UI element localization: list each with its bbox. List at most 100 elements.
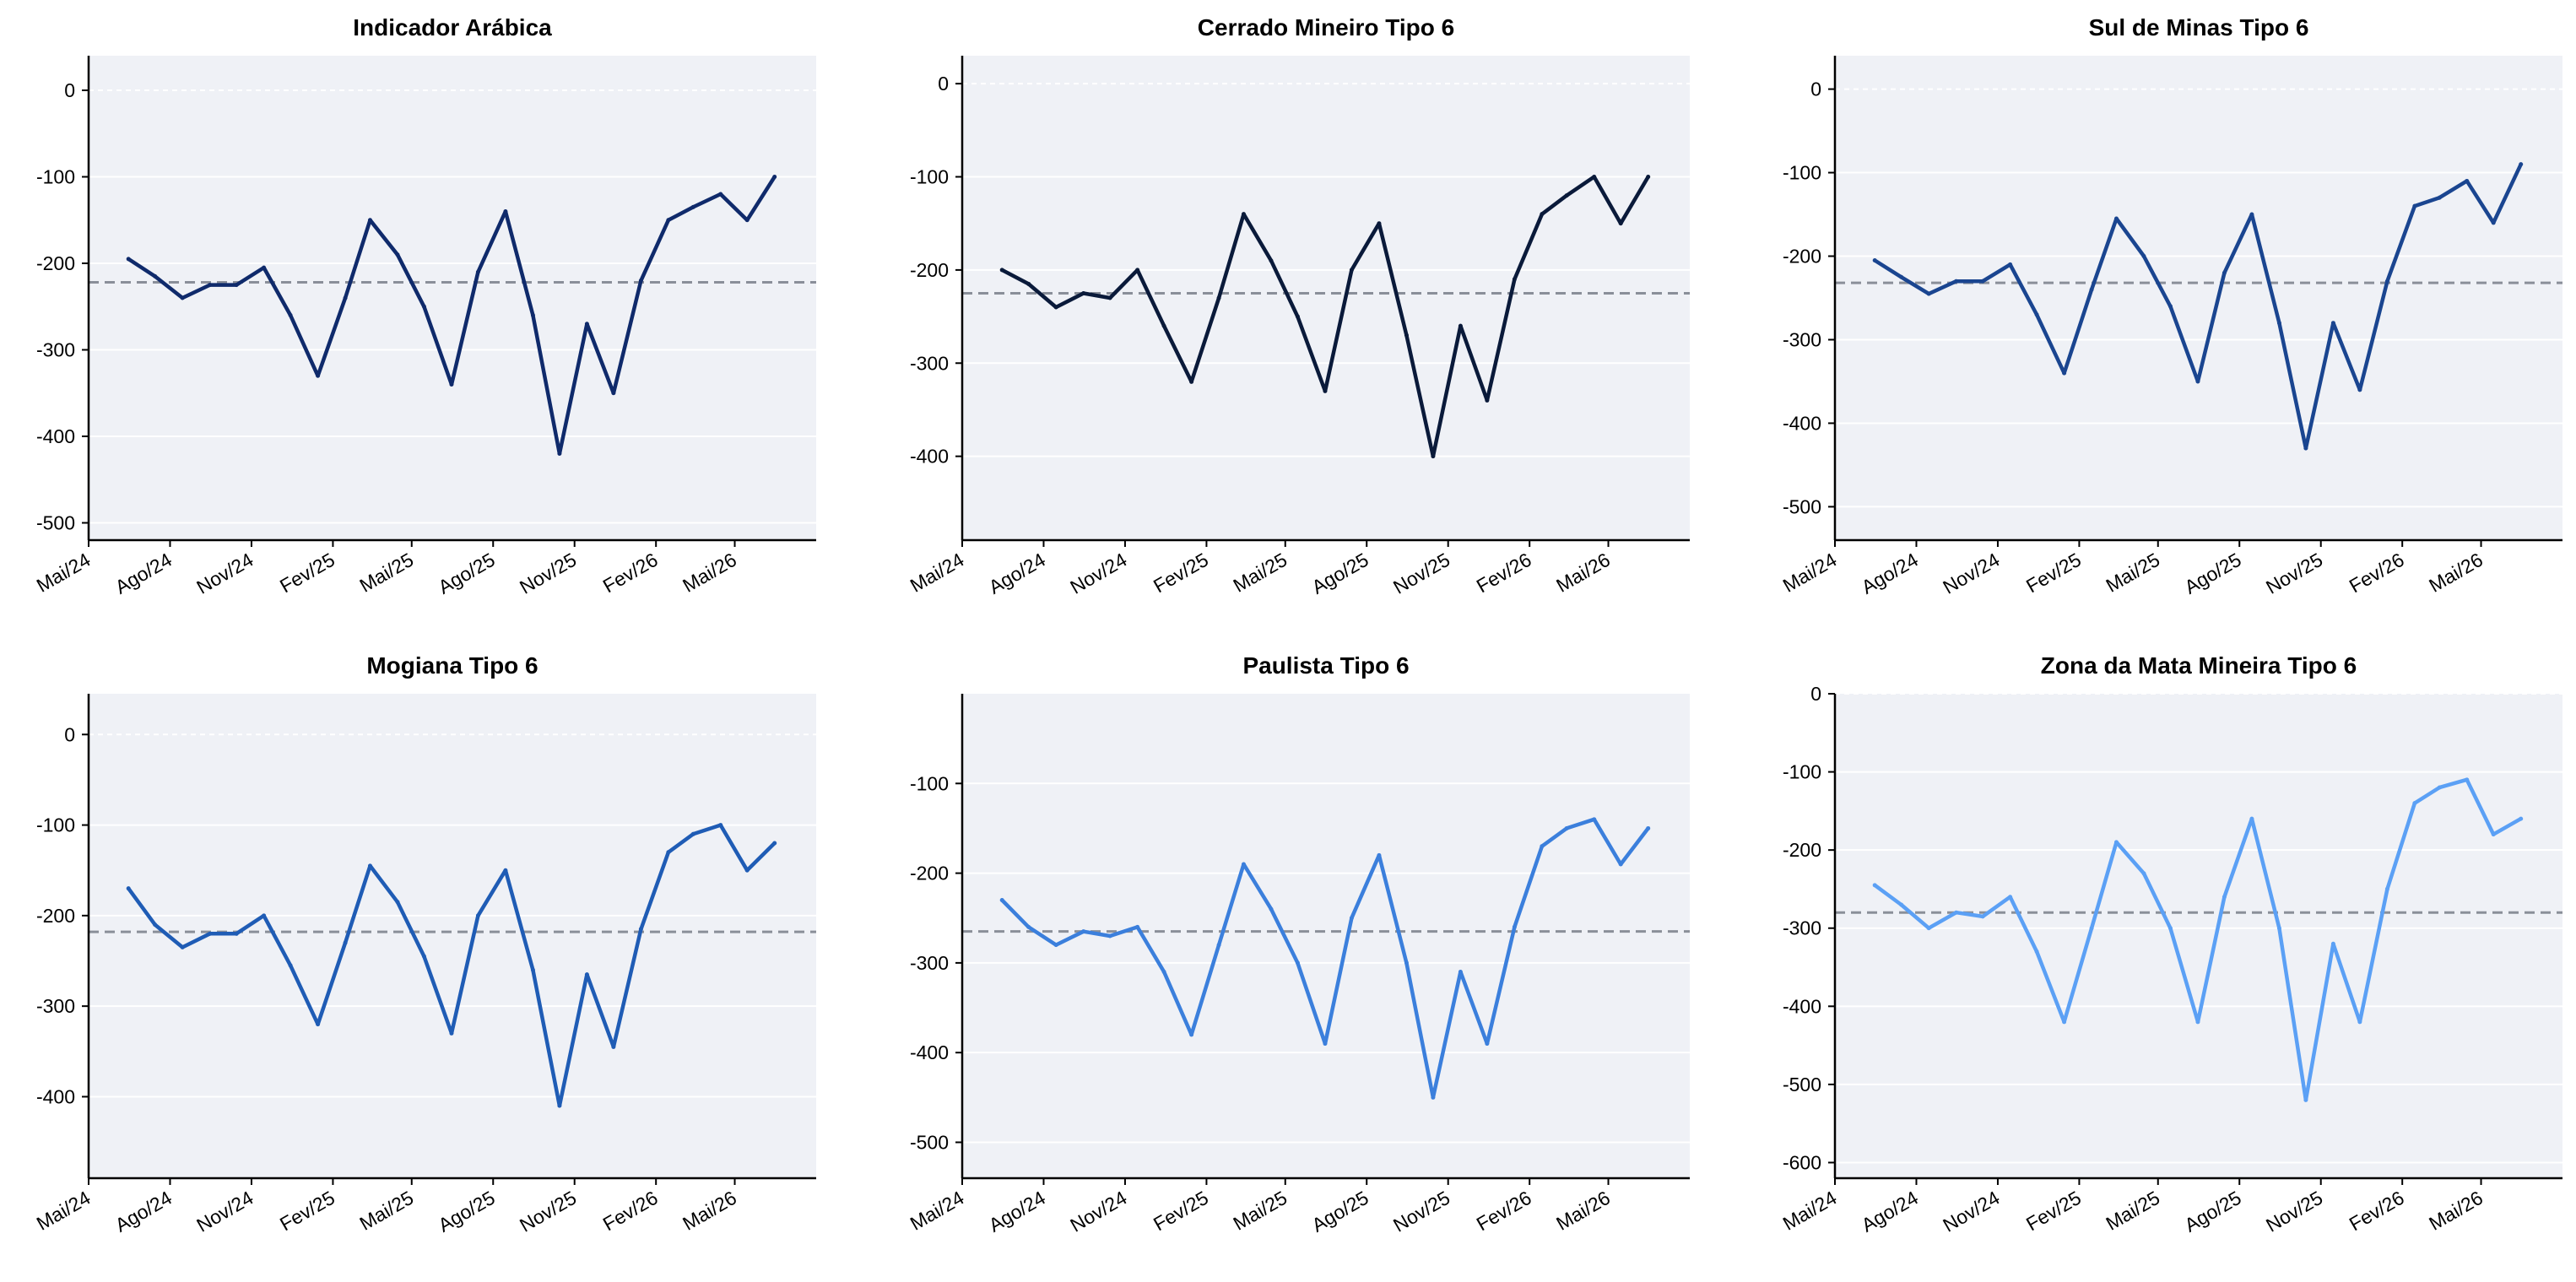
data-point	[2384, 279, 2389, 284]
data-point	[1241, 212, 1246, 217]
chart-title: Cerrado Mineiro Tipo 6	[1198, 14, 1454, 41]
data-point	[1540, 212, 1545, 217]
data-point	[1618, 221, 1623, 226]
data-point	[2519, 162, 2524, 167]
plot-area	[89, 56, 816, 540]
x-tick-label: Ago/24	[985, 549, 1049, 598]
data-point	[1241, 862, 1246, 867]
data-point	[2330, 321, 2335, 326]
data-point	[180, 295, 185, 300]
data-point	[316, 1022, 321, 1027]
plot-area	[1835, 56, 2562, 540]
data-point	[2034, 312, 2039, 317]
y-tick-label: 0	[1810, 78, 1821, 100]
data-point	[2519, 816, 2524, 821]
data-point	[1431, 1095, 1436, 1100]
data-point	[1431, 454, 1436, 459]
data-point	[2437, 785, 2442, 790]
y-tick-label: -300	[36, 339, 75, 361]
x-tick-label: Ago/25	[1308, 1187, 1372, 1236]
x-tick-label: Fev/25	[276, 549, 338, 598]
x-tick-label: Nov/25	[2262, 549, 2326, 598]
x-tick-label: Fev/25	[276, 1187, 338, 1236]
data-point	[2412, 801, 2417, 806]
x-tick-label: Mai/26	[679, 1187, 740, 1235]
data-point	[2062, 371, 2067, 376]
data-point	[2465, 178, 2470, 183]
data-point	[1269, 906, 1274, 911]
chart-panel: -100 -200 -300 -400 -500 Mai/24 Ago/24 Nov/24 Fe…	[906, 652, 1690, 1236]
data-point	[1980, 279, 1985, 284]
data-point	[611, 1044, 616, 1049]
data-point	[1512, 277, 1517, 282]
data-point	[1189, 1032, 1194, 1037]
y-tick-label: 0	[64, 723, 75, 745]
x-tick-label: Ago/24	[111, 549, 176, 598]
data-point	[262, 913, 267, 918]
data-point	[1954, 910, 1959, 915]
data-point	[1323, 1041, 1328, 1047]
y-tick-label: -400	[36, 425, 75, 447]
data-point	[503, 868, 508, 873]
x-tick-label: Nov/25	[2262, 1187, 2326, 1236]
x-tick-label: Nov/24	[1939, 1187, 2003, 1236]
data-point	[234, 283, 239, 288]
x-tick-label: Fev/26	[599, 549, 662, 598]
data-point	[1458, 323, 1463, 328]
data-point	[126, 886, 131, 891]
x-tick-label: Mai/26	[2425, 549, 2487, 597]
data-point	[744, 218, 750, 223]
y-tick-label: -500	[910, 1131, 949, 1153]
data-point	[1512, 924, 1517, 929]
data-point	[262, 265, 267, 270]
x-tick-label: Nov/25	[1389, 549, 1453, 598]
x-tick-label: Mai/24	[33, 549, 95, 597]
data-point	[1926, 926, 1931, 931]
x-tick-label: Nov/25	[1389, 1187, 1453, 1236]
y-tick-label: -200	[36, 905, 75, 927]
x-tick-label: Fev/25	[2022, 549, 2085, 598]
data-point	[772, 175, 777, 179]
x-tick-label: Nov/24	[1066, 549, 1130, 598]
data-point	[475, 269, 480, 274]
data-point	[1295, 314, 1300, 319]
data-point	[2222, 270, 2227, 275]
data-point	[1980, 914, 1985, 919]
data-point	[1026, 924, 1031, 929]
y-tick-label: -400	[36, 1085, 75, 1107]
data-point	[475, 913, 480, 918]
data-point	[999, 897, 1004, 902]
data-point	[2491, 832, 2496, 837]
y-tick-label: -300	[1783, 328, 1821, 350]
data-point	[1592, 175, 1597, 179]
x-tick-label: Mai/25	[1229, 1187, 1291, 1235]
x-tick-label: Mai/24	[1779, 549, 1841, 597]
chart-title: Zona da Mata Mineira Tipo 6	[2041, 652, 2357, 679]
y-tick-label: -100	[910, 166, 949, 188]
data-point	[343, 295, 348, 300]
data-point	[1618, 862, 1623, 867]
data-point	[2113, 840, 2119, 845]
x-tick-label: Ago/24	[111, 1187, 176, 1236]
y-tick-label: 0	[64, 79, 75, 101]
y-tick-label: -500	[1783, 1074, 1821, 1095]
x-tick-label: Mai/26	[2425, 1187, 2487, 1235]
data-point	[530, 967, 535, 972]
data-point	[1081, 929, 1086, 934]
data-point	[2303, 1097, 2308, 1102]
x-tick-label: Mai/26	[1552, 1187, 1614, 1235]
data-point	[530, 313, 535, 317]
y-tick-label: -200	[1783, 246, 1821, 268]
y-tick-label: -400	[1783, 995, 1821, 1017]
data-point	[1377, 852, 1382, 857]
data-point	[1323, 388, 1328, 393]
x-tick-label: Mai/25	[355, 549, 417, 597]
data-point	[1216, 295, 1221, 300]
chart-title: Sul de Minas Tipo 6	[2089, 14, 2309, 41]
x-tick-label: Nov/24	[192, 549, 257, 598]
data-point	[557, 452, 562, 456]
y-tick-label: -300	[1783, 917, 1821, 939]
x-tick-label: Mai/25	[2102, 549, 2163, 597]
